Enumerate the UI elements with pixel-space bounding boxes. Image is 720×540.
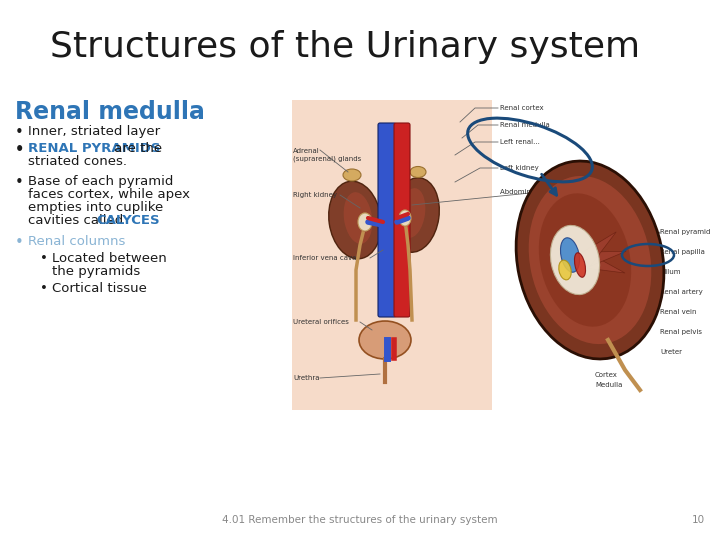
- Ellipse shape: [399, 188, 426, 238]
- Text: •: •: [15, 235, 24, 250]
- Text: Medulla: Medulla: [595, 382, 622, 388]
- Text: Ureteral orifices: Ureteral orifices: [293, 319, 349, 325]
- Text: Right kidney: Right kidney: [293, 192, 337, 198]
- Polygon shape: [580, 232, 616, 266]
- Text: Renal medulla: Renal medulla: [15, 100, 205, 124]
- Text: Urethra: Urethra: [293, 375, 320, 381]
- Text: faces cortex, while apex: faces cortex, while apex: [28, 188, 190, 201]
- Text: RENAL PYRAMIDS: RENAL PYRAMIDS: [28, 142, 161, 155]
- Text: are the: are the: [110, 142, 162, 155]
- Text: Cortical tissue: Cortical tissue: [52, 282, 147, 295]
- Text: 10: 10: [692, 515, 705, 525]
- Ellipse shape: [516, 161, 664, 359]
- Text: Renal columns: Renal columns: [28, 235, 125, 248]
- Text: •: •: [40, 252, 48, 265]
- Text: cavities called: cavities called: [28, 214, 127, 227]
- Ellipse shape: [559, 260, 571, 280]
- Text: •: •: [15, 175, 24, 190]
- Text: Structures of the Urinary system: Structures of the Urinary system: [50, 30, 640, 64]
- Ellipse shape: [560, 238, 580, 272]
- Ellipse shape: [359, 321, 411, 359]
- Text: Left kidney: Left kidney: [500, 165, 539, 171]
- Text: Abdominal aorta: Abdominal aorta: [500, 189, 558, 195]
- Ellipse shape: [539, 193, 631, 327]
- Ellipse shape: [399, 210, 411, 226]
- Text: Renal artery: Renal artery: [660, 289, 703, 295]
- Text: Renal pyramid: Renal pyramid: [660, 229, 711, 235]
- Ellipse shape: [550, 225, 600, 295]
- Text: Adrenal
(suprarenal) glands: Adrenal (suprarenal) glands: [293, 148, 361, 161]
- Ellipse shape: [410, 166, 426, 178]
- Text: •: •: [40, 282, 48, 295]
- Text: Inferior vena cava: Inferior vena cava: [293, 255, 356, 261]
- FancyBboxPatch shape: [292, 100, 492, 410]
- Text: empties into cuplike: empties into cuplike: [28, 201, 163, 214]
- Text: Renal pelvis: Renal pelvis: [660, 329, 702, 335]
- Text: Renal papilla: Renal papilla: [660, 249, 705, 255]
- Text: striated cones.: striated cones.: [28, 155, 127, 168]
- Text: Located between: Located between: [52, 252, 167, 265]
- Text: the pyramids: the pyramids: [52, 265, 140, 278]
- Text: Renal medulla: Renal medulla: [500, 122, 550, 128]
- Text: Cortex: Cortex: [595, 372, 618, 378]
- Text: •: •: [15, 142, 24, 157]
- Ellipse shape: [329, 181, 382, 259]
- Ellipse shape: [528, 176, 652, 344]
- FancyBboxPatch shape: [394, 123, 410, 317]
- Text: Base of each pyramid: Base of each pyramid: [28, 175, 174, 188]
- Text: 4.01 Remember the structures of the urinary system: 4.01 Remember the structures of the urin…: [222, 515, 498, 525]
- Ellipse shape: [575, 253, 585, 277]
- Ellipse shape: [343, 169, 361, 181]
- Ellipse shape: [358, 213, 372, 231]
- Text: Left renal...: Left renal...: [500, 139, 540, 145]
- Polygon shape: [582, 252, 625, 273]
- Ellipse shape: [343, 192, 372, 244]
- Text: Inner, striated layer: Inner, striated layer: [28, 125, 160, 138]
- Polygon shape: [583, 251, 626, 268]
- Text: Renal vein: Renal vein: [660, 309, 696, 315]
- Text: •: •: [15, 125, 24, 140]
- Text: Ureter: Ureter: [660, 349, 682, 355]
- Text: Renal cortex: Renal cortex: [500, 105, 544, 111]
- Text: CALYCES: CALYCES: [96, 214, 160, 227]
- Text: Hilum: Hilum: [660, 269, 680, 275]
- Ellipse shape: [391, 178, 439, 252]
- FancyBboxPatch shape: [378, 123, 396, 317]
